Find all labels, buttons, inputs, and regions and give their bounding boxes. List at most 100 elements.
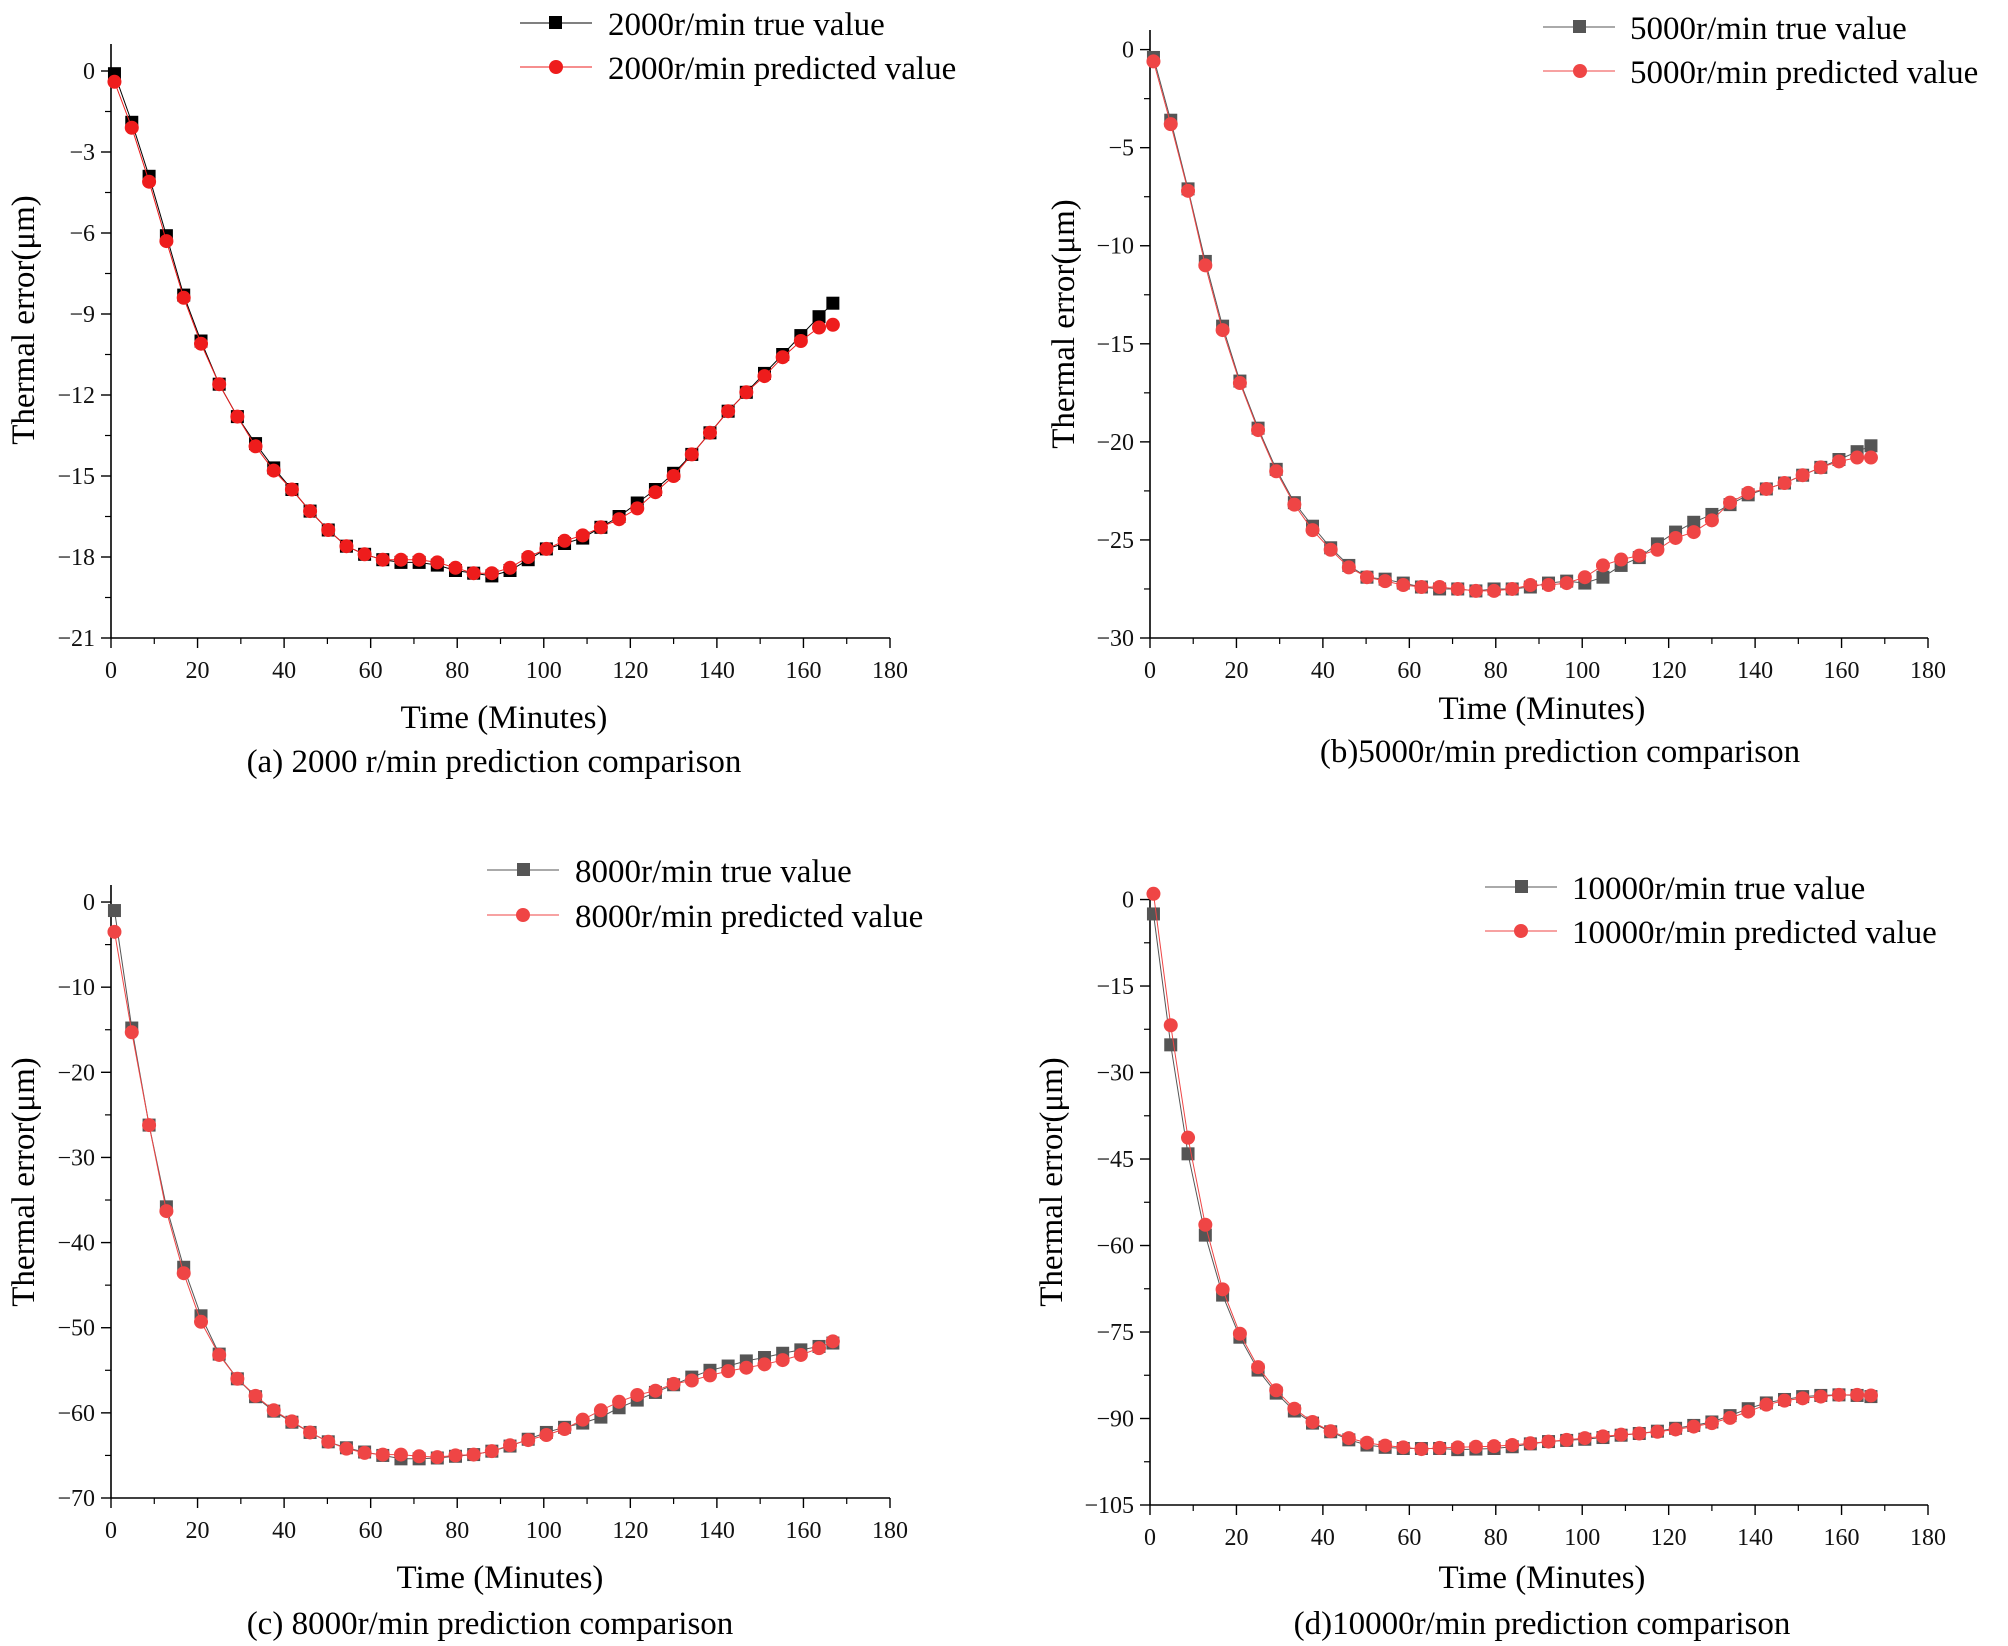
- x-tick-label-c-0: 0: [105, 1518, 117, 1544]
- legend-marker-d-pred: [1514, 924, 1528, 938]
- legend-entry-c-pred: 8000r/min predicted value: [487, 899, 923, 935]
- pred-marker-a-30: [648, 485, 663, 500]
- pred-marker-d-25: [1595, 1429, 1610, 1444]
- pred-marker-a-40: [825, 317, 840, 332]
- pred-marker-c-38: [793, 1347, 808, 1362]
- pred-marker-b-40: [1863, 450, 1878, 465]
- caption-b: (b)5000r/min prediction comparison: [1320, 734, 1800, 770]
- pred-marker-b-16: [1432, 580, 1447, 595]
- pred-marker-d-27: [1632, 1426, 1647, 1441]
- legend-marker-b-pred: [1573, 64, 1587, 78]
- pred-marker-c-9: [266, 1403, 281, 1418]
- pred-marker-d-35: [1777, 1393, 1792, 1408]
- pred-marker-a-34: [721, 404, 736, 419]
- y-tick-label-d-5: −75: [1096, 1320, 1134, 1346]
- pred-marker-c-7: [230, 1371, 245, 1386]
- pred-marker-a-13: [339, 539, 354, 554]
- legend-entry-b-true: 5000r/min true value: [1543, 11, 1907, 47]
- pred-marker-d-36: [1795, 1391, 1810, 1406]
- legend-marker-d-true: [1515, 880, 1528, 893]
- legend-label-b-true: 5000r/min true value: [1630, 11, 1907, 47]
- x-tick-label-c-8: 160: [785, 1518, 821, 1544]
- pred-marker-c-28: [612, 1394, 627, 1409]
- caption-c: (c) 8000r/min prediction comparison: [247, 1606, 734, 1642]
- pred-marker-a-26: [575, 528, 590, 543]
- x-tick-label-d-9: 180: [1910, 1525, 1946, 1551]
- series-line-b-0: [1153, 57, 1872, 592]
- legend-marker-c-true: [517, 863, 530, 876]
- pred-marker-d-40: [1863, 1388, 1878, 1403]
- y-tick-label-b-4: −20: [1096, 430, 1134, 456]
- legend-label-d-pred: 10000r/min predicted value: [1572, 915, 1937, 951]
- x-tick-label-c-3: 60: [359, 1518, 383, 1544]
- pred-marker-b-20: [1505, 581, 1520, 596]
- y-tick-label-c-5: −50: [57, 1316, 95, 1342]
- pred-marker-c-29: [630, 1387, 645, 1402]
- pred-marker-c-33: [702, 1368, 717, 1383]
- pred-marker-b-21: [1523, 578, 1538, 593]
- pred-marker-d-39: [1850, 1387, 1865, 1402]
- pred-marker-d-14: [1396, 1440, 1411, 1455]
- y-tick-label-c-6: −60: [57, 1401, 95, 1427]
- x-tick-label-d-4: 80: [1484, 1525, 1508, 1551]
- x-tick-label-a-3: 60: [359, 658, 383, 684]
- pred-marker-b-1: [1163, 117, 1178, 132]
- pred-marker-b-32: [1723, 495, 1738, 510]
- x-tick-label-d-5: 100: [1564, 1525, 1600, 1551]
- pred-marker-c-10: [284, 1414, 299, 1429]
- pred-marker-b-11: [1341, 560, 1356, 575]
- pred-marker-b-4: [1215, 323, 1230, 338]
- x-axis-title-b: Time (Minutes): [1439, 691, 1646, 727]
- pred-marker-d-28: [1650, 1424, 1665, 1439]
- pred-marker-a-23: [521, 550, 536, 564]
- x-tick-label-a-9: 180: [872, 658, 908, 684]
- pred-marker-d-16: [1432, 1440, 1447, 1455]
- pred-marker-c-1: [124, 1025, 139, 1040]
- y-tick-label-a-3: −9: [69, 302, 95, 328]
- pred-marker-d-30: [1686, 1419, 1701, 1434]
- pred-marker-a-16: [393, 552, 408, 567]
- pred-marker-d-12: [1359, 1435, 1374, 1450]
- legend-marker-b-true: [1573, 20, 1586, 33]
- pred-marker-c-23: [521, 1433, 536, 1448]
- pred-marker-c-25: [557, 1422, 572, 1437]
- legend-label-b-pred: 5000r/min predicted value: [1630, 55, 1978, 91]
- pred-marker-c-40: [825, 1334, 840, 1349]
- legend-marker-a-pred: [549, 60, 563, 74]
- pred-marker-b-33: [1741, 485, 1756, 500]
- pred-marker-a-35: [739, 385, 754, 400]
- x-axis-title-c: Time (Minutes): [397, 1560, 604, 1596]
- caption-d: (d)10000r/min prediction comparison: [1294, 1606, 1791, 1642]
- y-axis-title-c: Thermal error(μm): [6, 1057, 42, 1306]
- x-tick-label-b-1: 20: [1224, 658, 1248, 684]
- legend-marker-c-pred: [516, 908, 530, 922]
- y-tick-label-a-2: −6: [69, 221, 95, 247]
- pred-marker-c-26: [575, 1412, 590, 1427]
- true-marker-a-39: [812, 310, 826, 324]
- pred-marker-b-5: [1232, 376, 1247, 391]
- pred-marker-b-23: [1559, 576, 1574, 591]
- x-tick-label-d-0: 0: [1144, 1525, 1156, 1551]
- pred-marker-b-22: [1541, 578, 1556, 593]
- pred-marker-a-10: [284, 482, 299, 497]
- pred-marker-c-2: [142, 1118, 157, 1133]
- pred-marker-a-20: [466, 566, 481, 581]
- true-marker-b-25: [1596, 570, 1610, 584]
- legend-entry-d-true: 10000r/min true value: [1485, 871, 1865, 907]
- pred-marker-d-26: [1614, 1427, 1629, 1442]
- pred-marker-d-20: [1505, 1438, 1520, 1453]
- pred-marker-a-0: [107, 74, 122, 89]
- y-tick-label-d-6: −90: [1096, 1407, 1134, 1433]
- y-tick-label-c-0: 0: [83, 890, 95, 916]
- pred-marker-a-25: [557, 533, 572, 548]
- pred-marker-c-21: [484, 1444, 499, 1459]
- pred-marker-d-32: [1723, 1410, 1738, 1425]
- pred-marker-b-12: [1359, 570, 1374, 585]
- pred-marker-b-30: [1686, 525, 1701, 540]
- pred-marker-a-22: [503, 560, 518, 575]
- legend-entry-a-true: 2000r/min true value: [520, 7, 885, 43]
- pred-marker-c-18: [430, 1450, 445, 1465]
- pred-marker-d-31: [1704, 1416, 1719, 1431]
- pred-marker-b-28: [1650, 542, 1665, 557]
